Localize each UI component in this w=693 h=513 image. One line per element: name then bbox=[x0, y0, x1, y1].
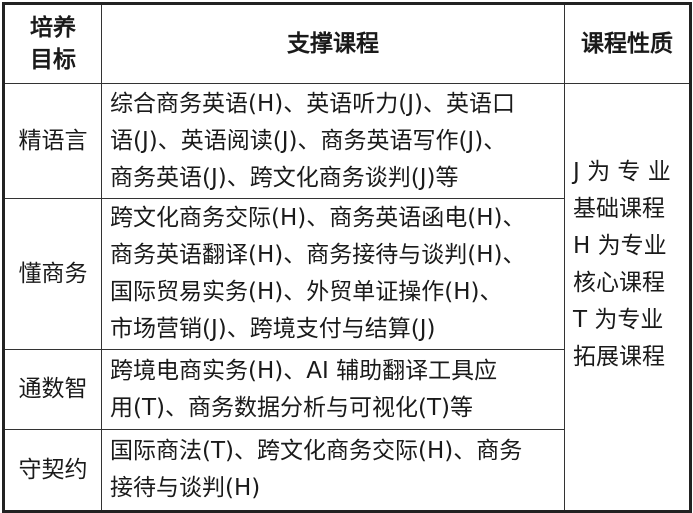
course-line: 国际商法(T)、跨文化商务交际(H)、商务 bbox=[110, 438, 523, 464]
course-line: 跨文化商务交际(H)、商务英语函电(H)、 bbox=[110, 205, 526, 231]
course-line: 语(J)、英语阅读(J)、商务英语写作(J)、 bbox=[110, 127, 507, 154]
course-line: 商务英语(J)、跨文化商务谈判(J)等 bbox=[110, 164, 459, 191]
table-row: 懂商务 跨文化商务交际(H)、商务英语函电(H)、 商务英语翻译(H)、商务接待… bbox=[3, 198, 691, 350]
header-nature: 课程性质 bbox=[564, 3, 691, 84]
courses-cell: 综合商务英语(H)、英语听力(J)、英语口 语(J)、英语阅读(J)、商务英语写… bbox=[101, 83, 565, 199]
header-goal: 培养 目标 bbox=[3, 3, 102, 84]
goal-cell: 通数智 bbox=[3, 349, 102, 430]
course-line: 综合商务英语(H)、英语听力(J)、英语口 bbox=[110, 90, 515, 117]
header-goal-line: 目标 bbox=[30, 47, 76, 73]
goal-cell: 守契约 bbox=[3, 429, 102, 512]
table-row: 精语言 综合商务英语(H)、英语听力(J)、英语口 语(J)、英语阅读(J)、商… bbox=[3, 83, 691, 512]
nature-line: 基础课程 bbox=[573, 196, 665, 222]
header-goal-line: 培养 bbox=[30, 15, 76, 41]
header-courses: 支撑课程 bbox=[101, 3, 565, 84]
nature-line: H 为专业 bbox=[573, 233, 667, 259]
table-row: 守契约 国际商法(T)、跨文化商务交际(H)、商务 接待与谈判(H) bbox=[3, 429, 691, 512]
nature-cell: J 为 专 业 基础课程 H 为专业 核心课程 T 为专业 拓展课程 bbox=[564, 83, 691, 512]
courses-cell: 跨文化商务交际(H)、商务英语函电(H)、 商务英语翻译(H)、商务接待与谈判(… bbox=[101, 198, 565, 350]
header-row: 培养 目标 支撑课程 课程性质 bbox=[3, 3, 691, 84]
course-line: 国际贸易实务(H)、外贸单证操作(H)、 bbox=[110, 279, 503, 305]
courses-cell: 跨境电商实务(H)、AI 辅助翻译工具应 用(T)、商务数据分析与可视化(T)等 bbox=[101, 349, 565, 430]
course-line: 商务英语翻译(H)、商务接待与谈判(H)、 bbox=[110, 242, 526, 268]
course-line: 用(T)、商务数据分析与可视化(T)等 bbox=[110, 394, 473, 421]
goal-cell: 懂商务 bbox=[3, 198, 102, 350]
goal-cell: 精语言 bbox=[3, 83, 102, 199]
nature-line: 拓展课程 bbox=[573, 344, 665, 370]
nature-line: 核心课程 bbox=[573, 270, 665, 296]
course-line: 市场营销(J)、跨境支付与结算(J) bbox=[110, 316, 436, 342]
nature-line: J 为 专 业 bbox=[573, 159, 671, 185]
course-line: 接待与谈判(H) bbox=[110, 475, 261, 501]
nature-line: T 为专业 bbox=[573, 307, 664, 333]
courses-cell: 国际商法(T)、跨文化商务交际(H)、商务 接待与谈判(H) bbox=[101, 429, 565, 512]
table-row: 通数智 跨境电商实务(H)、AI 辅助翻译工具应 用(T)、商务数据分析与可视化… bbox=[3, 349, 691, 430]
course-line: 跨境电商实务(H)、AI 辅助翻译工具应 bbox=[110, 357, 498, 384]
